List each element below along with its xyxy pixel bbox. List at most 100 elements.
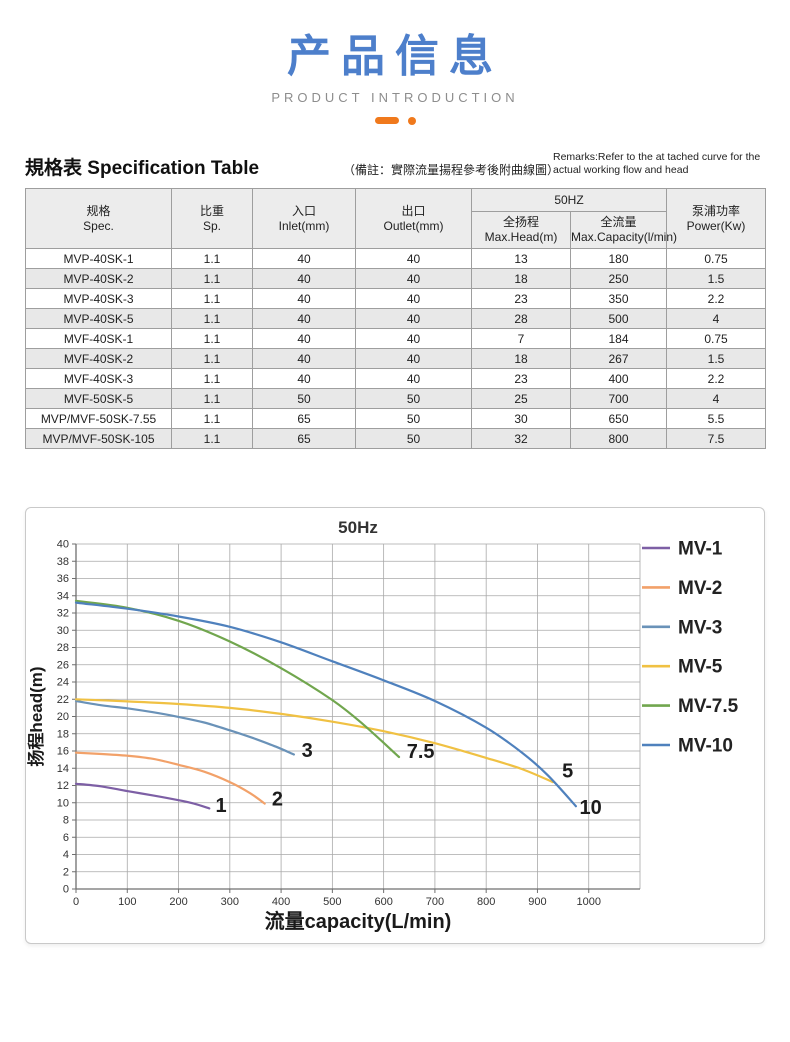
table-cell: 1.1 — [171, 428, 253, 449]
table-cell: 250 — [570, 268, 667, 289]
column-header-en: Sp. — [202, 218, 221, 233]
y-tick-label: 38 — [57, 556, 69, 568]
x-tick-label: 400 — [272, 896, 290, 908]
specification-note-zh: （備註：實際流量揚程參考後附曲線圖） — [343, 163, 560, 177]
table-cell: 800 — [570, 428, 667, 449]
table-cell: 50 — [355, 388, 472, 409]
column-header-sp: 比重 Sp. — [171, 188, 253, 249]
table-cell: 50 — [252, 388, 356, 409]
y-tick-label: 16 — [57, 746, 69, 758]
column-header-zh: 全流量 — [600, 215, 637, 229]
table-cell: 40 — [252, 288, 356, 309]
column-header-inlet: 入口 Inlet(mm) — [252, 188, 356, 249]
specification-title-en: Specification Table — [87, 158, 260, 179]
legend-label-MV-1: MV-1 — [678, 539, 723, 560]
y-tick-label: 6 — [63, 832, 69, 844]
table-cell: 18 — [471, 348, 571, 369]
curve-label-7.5: 7.5 — [407, 741, 435, 763]
curve-label-10: 10 — [579, 797, 601, 819]
column-header-spec: 规格 Spec. — [25, 188, 172, 249]
table-cell: 25 — [471, 388, 571, 409]
column-header-en: Power(Kw) — [686, 218, 746, 233]
accent-dot-icon — [407, 116, 416, 125]
table-cell: 5.5 — [666, 408, 766, 429]
column-header-en: Outlet(mm) — [383, 218, 444, 233]
table-cell: 7.5 — [666, 428, 766, 449]
table-cell: 0.75 — [666, 328, 766, 349]
specification-table-body: MVP-40SK-1 1.1 40 40 13 180 0.75 MVP-40SK-2 1.1 4… — [25, 248, 766, 449]
column-header-zh: 规格 — [86, 203, 111, 218]
table-cell: 65 — [252, 408, 356, 429]
accent-dash-icon — [374, 117, 399, 125]
table-cell: MVF-50SK-5 — [25, 388, 172, 409]
table-cell: 1.5 — [666, 348, 766, 369]
table-cell: 4 — [666, 388, 766, 409]
curve-MV-2 — [74, 751, 266, 805]
table-cell: 400 — [570, 368, 667, 389]
table-row: MVP/MVF-50SK-105 1.1 65 50 32 800 7.5 — [25, 428, 766, 449]
x-tick-label: 0 — [73, 896, 79, 908]
table-cell: 28 — [471, 308, 571, 329]
table-cell: 13 — [471, 248, 571, 269]
chart-title: 50Hz — [338, 518, 378, 537]
y-tick-label: 14 — [57, 763, 69, 775]
table-cell: 40 — [355, 288, 472, 309]
table-cell: 184 — [570, 328, 667, 349]
column-header-outlet: 出口 Outlet(mm) — [355, 188, 472, 249]
x-tick-label: 600 — [374, 896, 392, 908]
table-cell: 1.1 — [171, 308, 253, 329]
x-tick-label: 1000 — [576, 896, 600, 908]
table-cell: 23 — [471, 288, 571, 309]
legend-label-MV-2: MV-2 — [678, 578, 722, 599]
table-cell: 2.2 — [666, 288, 766, 309]
table-cell: 23 — [471, 368, 571, 389]
column-header-zh: 出口 — [401, 203, 426, 218]
table-cell: 40 — [252, 328, 356, 349]
legend-label-MV-10: MV-10 — [678, 736, 733, 757]
table-row: MVP-40SK-1 1.1 40 40 13 180 0.75 — [25, 248, 766, 269]
table-row: MVP-40SK-3 1.1 40 40 23 350 2.2 — [25, 288, 766, 309]
column-group-50hz: 50HZ — [471, 188, 667, 212]
specification-table-head: 规格 Spec. 比重 Sp. 入口 Inlet(mm) 出口 Outlet(m… — [25, 188, 766, 249]
y-tick-label: 34 — [57, 590, 69, 602]
x-tick-label: 300 — [221, 896, 239, 908]
curve-label-5: 5 — [562, 761, 573, 783]
specification-table: 规格 Spec. 比重 Sp. 入口 Inlet(mm) 出口 Outlet(m… — [25, 188, 766, 449]
table-row: MVF-40SK-2 1.1 40 40 18 267 1.5 — [25, 348, 766, 369]
specification-title-zh: 規格表 — [25, 158, 83, 179]
table-cell: 40 — [355, 348, 472, 369]
table-cell: 1.1 — [171, 328, 253, 349]
table-cell: MVP-40SK-2 — [25, 268, 172, 289]
x-tick-label: 800 — [477, 896, 495, 908]
column-header-zh: 全扬程 — [502, 215, 539, 229]
column-header-en: Max.Capacity(l/min) — [571, 230, 678, 244]
table-cell: 1.1 — [171, 388, 253, 409]
table-row: MVP-40SK-5 1.1 40 40 28 500 4 — [25, 308, 766, 329]
table-cell: 40 — [355, 328, 472, 349]
legend-label-MV-5: MV-5 — [678, 657, 723, 678]
curve-MV-3 — [74, 699, 295, 756]
table-cell: 50 — [355, 408, 472, 429]
table-cell: 65 — [252, 428, 356, 449]
specification-title: 規格表 Specification Table — [25, 153, 259, 180]
table-cell: 40 — [252, 248, 356, 269]
y-tick-label: 24 — [57, 677, 69, 689]
table-cell: 40 — [355, 368, 472, 389]
table-cell: MVF-40SK-3 — [25, 368, 172, 389]
y-tick-label: 22 — [57, 694, 69, 706]
curve-MV-1 — [74, 782, 211, 810]
table-row: MVP/MVF-50SK-7.55 1.1 65 50 30 650 5.5 — [25, 408, 766, 429]
curve-MV-10 — [74, 601, 577, 808]
table-cell: 7 — [471, 328, 571, 349]
column-header-en: Inlet(mm) — [278, 218, 330, 233]
table-cell: MVP-40SK-5 — [25, 308, 172, 329]
table-cell: 50 — [355, 428, 472, 449]
column-header-en: Max.Head(m) — [484, 230, 558, 244]
table-cell: 1.5 — [666, 268, 766, 289]
y-axis-title: 扬程head(m) — [26, 666, 46, 766]
column-header-zh: 入口 — [291, 203, 316, 218]
pump-curve-chart-card: 0 2 4 6 8 10 12 14 16 18 20 22 24 26 28 30 32 34 36 38 40 0 10… — [25, 507, 765, 944]
table-cell: MVF-40SK-1 — [25, 328, 172, 349]
table-cell: 4 — [666, 308, 766, 329]
